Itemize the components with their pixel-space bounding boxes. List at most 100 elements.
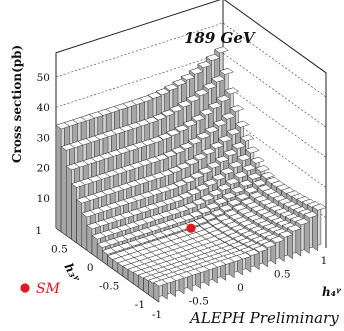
bar-face-top	[238, 179, 254, 187]
legend-sm-label: SM	[36, 281, 61, 297]
legend-sm-marker	[20, 283, 30, 293]
preliminary-annotation: ALEPH Preliminary	[188, 309, 339, 327]
bar-face-top	[205, 202, 220, 210]
bar-face-top	[228, 161, 243, 169]
bar-face-top	[216, 95, 231, 102]
z-tick-label: 40	[37, 102, 50, 114]
bar-face-front	[66, 165, 72, 240]
bar-face-top	[194, 183, 210, 191]
lego-bar	[311, 203, 327, 252]
bar-face-top	[261, 241, 277, 248]
bar-face-top	[198, 167, 213, 174]
bar-face-top	[187, 137, 203, 145]
bar-face-top	[243, 186, 259, 194]
bar-face-front	[55, 124, 62, 233]
bar-face-top	[174, 124, 189, 132]
bar-face-top	[205, 54, 221, 61]
bar-face-top	[214, 46, 229, 54]
bar-face-top	[236, 154, 252, 162]
bar-face-top	[172, 79, 187, 86]
bar-face-top	[55, 122, 71, 130]
x-tick-label: -1	[135, 299, 145, 311]
bar-face-top	[96, 240, 112, 248]
bar-face-top	[295, 218, 310, 226]
bar-face-top	[191, 198, 207, 206]
bar-face-top	[260, 171, 276, 179]
bar-face-top	[235, 193, 250, 200]
y-tick-label: 1	[321, 255, 328, 267]
bar-face-top	[153, 279, 168, 287]
bar-face-top	[255, 165, 270, 173]
bar-face-top	[162, 150, 178, 158]
bar-face-top	[233, 171, 249, 179]
bar-face-top	[155, 88, 171, 96]
x-axis-label: h₃ᵞ	[61, 261, 83, 285]
bar-face-top	[225, 177, 240, 185]
bar-face-top	[213, 197, 229, 205]
bar-face-top	[201, 147, 216, 155]
bar-face-top	[60, 143, 76, 151]
bar-face-top	[270, 236, 285, 244]
bar-face-top	[208, 189, 223, 197]
z-tick-label: 30	[37, 132, 50, 144]
bar-face-top	[101, 247, 117, 255]
bar-face-top	[180, 73, 196, 81]
bar-face-top	[241, 164, 257, 172]
bar-face-top	[239, 134, 255, 142]
bar-face-top	[253, 245, 269, 253]
bar-face-top	[194, 89, 209, 96]
y-axis-label: h₄ᵞ	[322, 285, 342, 299]
bar-face-top	[86, 222, 101, 230]
bar-face-top	[70, 180, 86, 188]
bar-face-top	[218, 204, 234, 212]
bar-face-top	[209, 141, 225, 149]
bar-face-front	[81, 212, 88, 251]
bar-face-top	[286, 224, 302, 232]
bar-face-top	[186, 188, 202, 196]
bar-face-top	[181, 176, 196, 184]
bar-face-top	[171, 146, 186, 154]
bar-face-top	[203, 179, 218, 186]
y-tick-label: -0.5	[189, 296, 209, 308]
bar-face-top	[179, 142, 195, 150]
bar-face-top	[234, 120, 250, 128]
z-tick-label: 50	[37, 72, 50, 84]
bar-face-top	[178, 192, 193, 199]
bar-face-top	[152, 113, 168, 121]
y-tick-label: 0	[237, 282, 244, 294]
x-tick-label: -0.5	[99, 281, 119, 293]
bar-face-top	[231, 142, 247, 150]
bar-face-top	[230, 186, 245, 194]
bar-face-top	[212, 119, 228, 127]
bar-face-top	[169, 105, 184, 113]
bar-face-top	[167, 166, 183, 174]
y-tick-label: 0.5	[274, 269, 291, 281]
bar-face-top	[176, 162, 191, 170]
bar-face-top	[188, 210, 204, 218]
bar-face-top	[221, 112, 236, 120]
bar-face-top	[196, 206, 212, 214]
bar-face-top	[278, 230, 294, 238]
bar-face-front	[76, 199, 83, 247]
grid-line	[55, 52, 327, 128]
lego-bar	[122, 263, 137, 281]
bar-face-top	[245, 249, 260, 257]
grid-line	[55, 22, 327, 98]
bar-face-front	[86, 224, 93, 255]
grid-line	[55, 83, 327, 158]
bar-face-top	[210, 75, 226, 83]
lego-bars	[55, 46, 327, 303]
bar-face-top	[177, 100, 193, 108]
y-tick-label: -1	[152, 309, 162, 321]
bar-face-top	[173, 180, 188, 187]
lego-bar	[270, 236, 285, 265]
bar-face-top	[200, 194, 215, 202]
x-tick-label: 0	[87, 262, 94, 274]
axis-labels: 189 GeV Cross section(pb) h₃ᵞ h₄ᵞ SM ALE…	[10, 29, 342, 327]
bar-face-top	[193, 217, 209, 225]
bar-face-top	[227, 198, 242, 206]
bar-face-front	[60, 146, 67, 236]
bar-face-top	[165, 129, 181, 137]
bar-face-top	[221, 192, 237, 200]
